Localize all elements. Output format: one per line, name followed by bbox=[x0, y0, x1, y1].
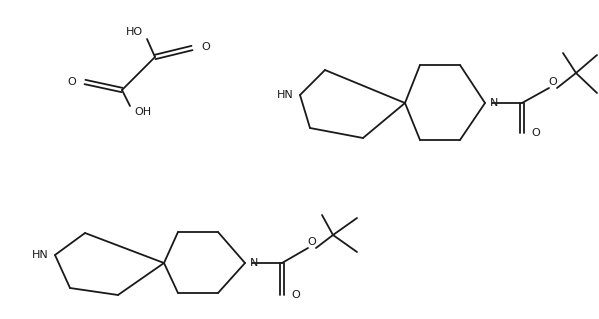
Text: O: O bbox=[307, 237, 316, 247]
Text: HN: HN bbox=[277, 90, 294, 100]
Text: N: N bbox=[490, 98, 498, 108]
Text: HN: HN bbox=[32, 250, 49, 260]
Text: HO: HO bbox=[126, 27, 143, 37]
Text: O: O bbox=[548, 77, 556, 87]
Text: O: O bbox=[291, 290, 300, 300]
Text: O: O bbox=[531, 128, 540, 138]
Text: O: O bbox=[67, 77, 76, 87]
Text: O: O bbox=[201, 42, 210, 52]
Text: OH: OH bbox=[134, 107, 151, 117]
Text: N: N bbox=[250, 258, 258, 268]
